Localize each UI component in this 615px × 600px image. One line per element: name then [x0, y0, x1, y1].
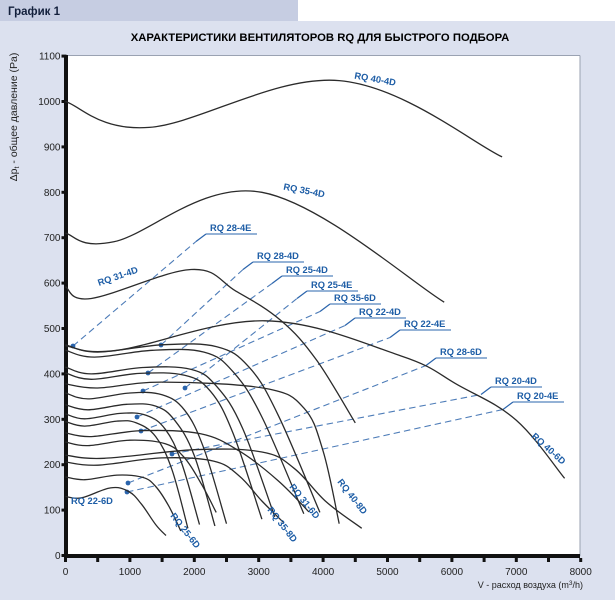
svg-text:2000: 2000	[183, 567, 206, 578]
svg-text:300: 300	[44, 415, 61, 426]
svg-text:500: 500	[44, 324, 61, 335]
svg-text:RQ 28-4E: RQ 28-4E	[210, 223, 251, 233]
svg-text:4000: 4000	[312, 567, 335, 578]
svg-text:1000: 1000	[119, 567, 142, 578]
svg-text:RQ 25-4E: RQ 25-4E	[311, 280, 352, 290]
svg-text:RQ 35-6D: RQ 35-6D	[334, 293, 376, 303]
svg-text:700: 700	[44, 233, 61, 244]
svg-text:1000: 1000	[38, 97, 61, 108]
svg-text:400: 400	[44, 369, 61, 380]
svg-text:1100: 1100	[39, 52, 61, 63]
svg-text:RQ 20-4E: RQ 20-4E	[517, 391, 558, 401]
svg-text:7000: 7000	[505, 567, 528, 578]
svg-text:ХАРАКТЕРИСТИКИ ВЕНТИЛЯТОРОВ RQ: ХАРАКТЕРИСТИКИ ВЕНТИЛЯТОРОВ RQ ДЛЯ БЫСТР…	[131, 32, 510, 44]
svg-text:8000: 8000	[570, 567, 593, 578]
svg-text:RQ 22-4E: RQ 22-4E	[404, 319, 445, 329]
svg-text:200: 200	[44, 460, 61, 471]
svg-text:RQ 28-4D: RQ 28-4D	[257, 251, 299, 261]
svg-text:5000: 5000	[376, 567, 399, 578]
svg-text:600: 600	[44, 279, 61, 290]
svg-text:6000: 6000	[441, 567, 464, 578]
svg-text:100: 100	[44, 506, 61, 517]
svg-text:Δpt - общее давление (Pa): Δpt - общее давление (Pa)	[8, 53, 21, 182]
svg-text:0: 0	[63, 567, 69, 578]
svg-text:0: 0	[55, 551, 61, 562]
svg-text:RQ 22-6D: RQ 22-6D	[71, 496, 113, 506]
svg-text:800: 800	[44, 188, 61, 199]
svg-text:900: 900	[44, 142, 61, 153]
svg-text:RQ 25-4D: RQ 25-4D	[286, 265, 328, 275]
svg-text:V - расход воздуха (m3/h): V - расход воздуха (m3/h)	[478, 580, 583, 590]
svg-text:RQ 22-4D: RQ 22-4D	[359, 307, 401, 317]
svg-text:RQ 20-4D: RQ 20-4D	[495, 376, 537, 386]
svg-text:3000: 3000	[248, 567, 271, 578]
svg-text:График 1: График 1	[8, 6, 61, 18]
svg-text:RQ 28-6D: RQ 28-6D	[440, 347, 482, 357]
